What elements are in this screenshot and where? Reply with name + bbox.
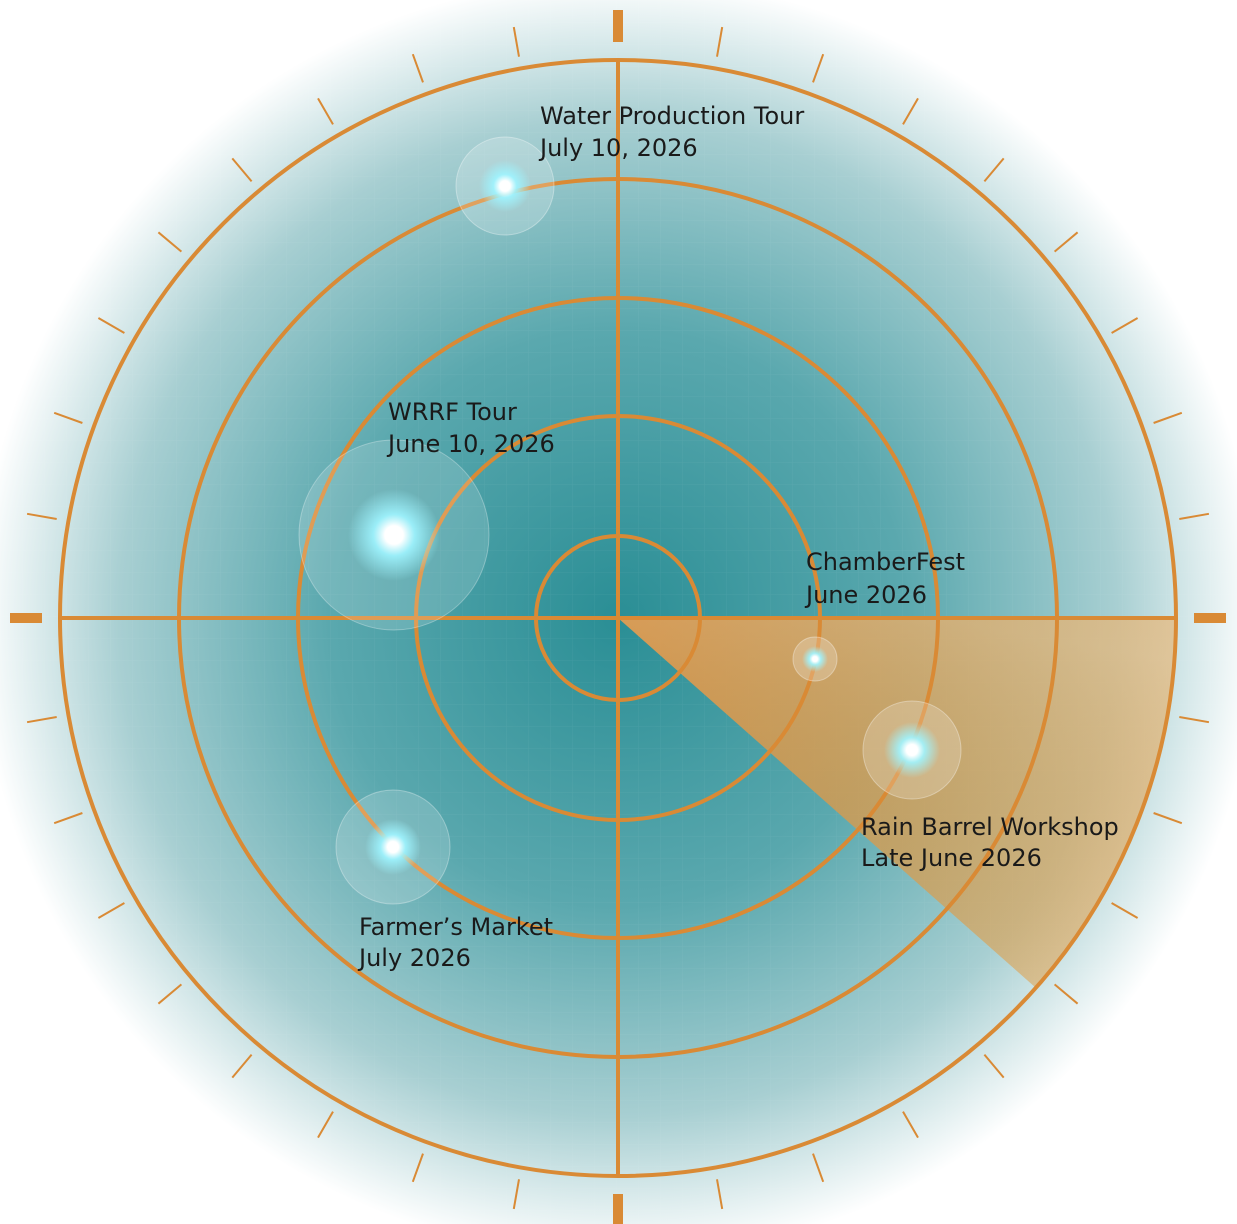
event-name: ChamberFest — [806, 548, 965, 576]
event-blip[interactable] — [792, 636, 838, 682]
crosshair — [60, 60, 1176, 1176]
bearing-tick — [1111, 902, 1139, 919]
event-blip[interactable] — [455, 136, 555, 236]
bearing-tick — [317, 97, 334, 125]
west-marker — [10, 613, 42, 623]
bearing-tick — [411, 53, 424, 83]
bearing-tick — [812, 1153, 825, 1183]
south-marker — [613, 1194, 623, 1224]
bearing-tick — [231, 157, 253, 183]
event-date: Late June 2026 — [861, 844, 1042, 872]
bearing-tick — [716, 1179, 724, 1210]
sweep-layer — [618, 618, 1177, 988]
bearing-tick — [716, 26, 724, 57]
sweep-highlight — [618, 618, 1177, 988]
bearing-tick — [97, 902, 125, 919]
cardinal-markers — [10, 10, 1226, 1224]
event-label-farmers-market: Farmer’s Market July 2026 — [357, 913, 553, 972]
north-marker — [613, 10, 623, 42]
event-date: July 2026 — [357, 944, 471, 972]
bearing-tick — [317, 1111, 334, 1139]
event-date: June 2026 — [804, 581, 927, 609]
bearing-tick — [1153, 411, 1183, 424]
bearing-tick — [812, 53, 825, 83]
bearing-tick — [26, 716, 57, 724]
bearing-tick — [1053, 983, 1079, 1005]
bearing-tick — [97, 317, 125, 334]
blip-dot — [479, 160, 531, 212]
event-label-rain-barrel-workshop: Rain Barrel Workshop Late June 2026 — [861, 813, 1119, 872]
bearing-tick — [231, 1053, 253, 1079]
event-blip[interactable] — [862, 700, 962, 800]
bearing-tick — [1179, 716, 1210, 724]
event-label-chamberfest: ChamberFest June 2026 — [804, 548, 965, 609]
event-date: July 10, 2026 — [538, 134, 698, 162]
blip-dot — [884, 722, 940, 778]
bearing-tick — [157, 983, 183, 1005]
event-name: WRRF Tour — [388, 398, 517, 426]
bearing-tick — [411, 1153, 424, 1183]
bearing-tick — [1111, 317, 1139, 334]
bearing-tick — [512, 26, 520, 57]
event-date: June 10, 2026 — [386, 430, 555, 458]
bearing-ticks — [26, 26, 1210, 1210]
bearing-tick — [26, 512, 57, 520]
event-blip[interactable] — [335, 789, 451, 905]
event-name: Water Production Tour — [540, 102, 804, 130]
bearing-tick — [902, 1111, 919, 1139]
bearing-tick — [512, 1179, 520, 1210]
blip-dot — [348, 489, 440, 581]
bearing-tick — [157, 231, 183, 253]
event-blip[interactable] — [298, 439, 490, 631]
bearing-tick — [983, 157, 1005, 183]
bearing-tick — [1153, 812, 1183, 825]
blip-dot — [802, 646, 828, 672]
bearing-tick — [53, 812, 83, 825]
bearing-tick — [1179, 512, 1210, 520]
event-label-wrrf-tour: WRRF Tour June 10, 2026 — [386, 398, 555, 458]
event-name: Farmer’s Market — [359, 913, 553, 941]
blip-dot — [365, 819, 421, 875]
bearing-tick — [902, 97, 919, 125]
bearing-tick — [983, 1053, 1005, 1079]
east-marker — [1194, 613, 1226, 623]
event-name: Rain Barrel Workshop — [861, 813, 1119, 841]
event-label-water-production-tour: Water Production Tour July 10, 2026 — [538, 102, 804, 162]
bearing-tick — [1053, 231, 1079, 253]
bearing-tick — [53, 411, 83, 424]
